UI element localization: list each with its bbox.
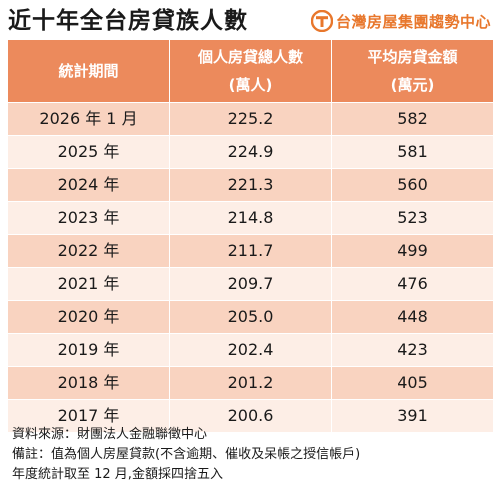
column-header-unit: (萬元) xyxy=(390,76,435,94)
avg-loan-cell: 582 xyxy=(397,109,428,128)
borrowers-cell: 200.6 xyxy=(170,400,332,432)
table-row: 2024 年 221.3 560 xyxy=(8,169,493,202)
period-cell: 2026 年 1 月 xyxy=(8,103,170,135)
borrowers-cell: 205.0 xyxy=(170,301,332,333)
avg-loan-cell: 423 xyxy=(397,340,428,359)
table-row: 2019 年 202.4 423 xyxy=(8,334,493,367)
table-header: 統計期間 個人房貸總人數 (萬人) 平均房貸金額 (萬元) xyxy=(8,40,493,103)
brand: 台灣房屋集團趨勢中心 xyxy=(310,8,491,34)
brand-name: 台灣房屋集團趨勢中心 xyxy=(335,12,491,31)
avg-loan-cell: 448 xyxy=(397,307,428,326)
avg-loan-cell: 581 xyxy=(397,142,428,161)
table-row: 2022 年 211.7 499 xyxy=(8,235,493,268)
table-body: 2026 年 1 月 225.2 582 2025 年 224.9 581 2024 年 22… xyxy=(8,103,493,433)
table-row: 2020 年 205.0 448 xyxy=(8,301,493,334)
period-cell: 2025 年 xyxy=(8,136,170,168)
period-cell: 2020 年 xyxy=(8,301,170,333)
borrowers-cell: 224.9 xyxy=(170,136,332,168)
column-header-avg-loan: 平均房貸金額 (萬元) xyxy=(332,40,493,102)
table-row: 2025 年 224.9 581 xyxy=(8,136,493,169)
column-header-borrowers: 個人房貸總人數 (萬人) xyxy=(170,40,332,102)
borrowers-cell: 211.7 xyxy=(170,235,332,267)
borrowers-table: 統計期間 個人房貸總人數 (萬人) 平均房貸金額 (萬元) 2026 年 1 月… xyxy=(8,40,493,433)
period-note: 年度統計取至 12 月,金額採四捨五入 xyxy=(12,467,223,482)
avg-loan-cell: 391 xyxy=(397,406,428,425)
page-title: 近十年全台房貸族人數 xyxy=(8,8,248,34)
table-row: 2023 年 214.8 523 xyxy=(8,202,493,235)
column-header-label: 個人房貸總人數 xyxy=(197,48,303,66)
table-row: 2026 年 1 月 225.2 582 xyxy=(8,103,493,136)
borrowers-cell: 201.2 xyxy=(170,367,332,399)
table-row: 2021 年 209.7 476 xyxy=(8,268,493,301)
footnotes: 資料來源：財團法人金融聯徵中心 備註：值為個人房屋貸款(不含逾期、催收及呆帳之授… xyxy=(12,425,360,485)
period-cell: 2018 年 xyxy=(8,367,170,399)
column-header-unit: (萬人) xyxy=(228,76,273,94)
column-header-label: 平均房貸金額 xyxy=(367,48,458,66)
column-header-label: 統計期間 xyxy=(58,62,119,80)
borrowers-cell: 202.4 xyxy=(170,334,332,366)
avg-loan-cell: 499 xyxy=(397,241,428,260)
avg-loan-cell: 476 xyxy=(397,274,428,293)
avg-loan-cell: 560 xyxy=(397,175,428,194)
source-note: 資料來源：財團法人金融聯徵中心 xyxy=(12,427,208,442)
borrowers-cell: 209.7 xyxy=(170,268,332,300)
column-header-period: 統計期間 xyxy=(8,40,170,102)
period-cell: 2023 年 xyxy=(8,202,170,234)
avg-loan-cell: 405 xyxy=(397,373,428,392)
borrowers-cell: 214.8 xyxy=(170,202,332,234)
borrowers-cell: 221.3 xyxy=(170,169,332,201)
header: 近十年全台房貸族人數 台灣房屋集團趨勢中心 xyxy=(0,0,501,44)
period-cell: 2022 年 xyxy=(8,235,170,267)
period-cell: 2017 年 xyxy=(8,400,170,432)
period-cell: 2021 年 xyxy=(8,268,170,300)
remark-note: 備註：值為個人房屋貸款(不含逾期、催收及呆帳之授信帳戶) xyxy=(12,447,361,462)
table-row: 2017 年 200.6 391 xyxy=(8,400,493,433)
period-cell: 2019 年 xyxy=(8,334,170,366)
period-cell: 2024 年 xyxy=(8,169,170,201)
borrowers-cell: 225.2 xyxy=(170,103,332,135)
table-row: 2018 年 201.2 405 xyxy=(8,367,493,400)
triangle-t-logo-icon xyxy=(310,10,333,32)
avg-loan-cell: 523 xyxy=(397,208,428,227)
